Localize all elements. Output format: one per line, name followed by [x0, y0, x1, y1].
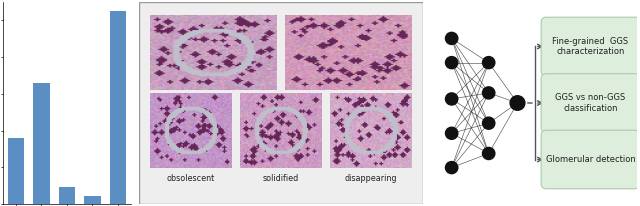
Bar: [8, 138, 24, 204]
Text: non-glom: non-glom: [329, 96, 367, 105]
Text: Fine-grained  GGS
characterization: Fine-grained GGS characterization: [552, 37, 628, 56]
Circle shape: [483, 147, 495, 159]
Circle shape: [510, 96, 525, 110]
Circle shape: [445, 93, 458, 105]
FancyBboxPatch shape: [541, 74, 640, 132]
Text: disappearing: disappearing: [344, 174, 397, 183]
FancyBboxPatch shape: [139, 2, 423, 204]
Circle shape: [445, 162, 458, 174]
Circle shape: [483, 87, 495, 99]
Circle shape: [483, 57, 495, 69]
Circle shape: [445, 32, 458, 44]
Circle shape: [445, 57, 458, 69]
Bar: [84, 196, 100, 204]
FancyBboxPatch shape: [541, 130, 640, 189]
Text: solidified: solidified: [262, 174, 299, 183]
FancyBboxPatch shape: [541, 17, 640, 76]
Text: obsolescent: obsolescent: [167, 174, 215, 183]
Text: GGS vs non-GGS
classification: GGS vs non-GGS classification: [556, 93, 626, 113]
Circle shape: [445, 127, 458, 139]
Bar: [59, 187, 75, 204]
Bar: [109, 11, 126, 204]
Circle shape: [483, 117, 495, 129]
Text: normal: normal: [199, 96, 228, 105]
Text: Glomerular detection: Glomerular detection: [546, 155, 636, 164]
Bar: [33, 83, 50, 204]
